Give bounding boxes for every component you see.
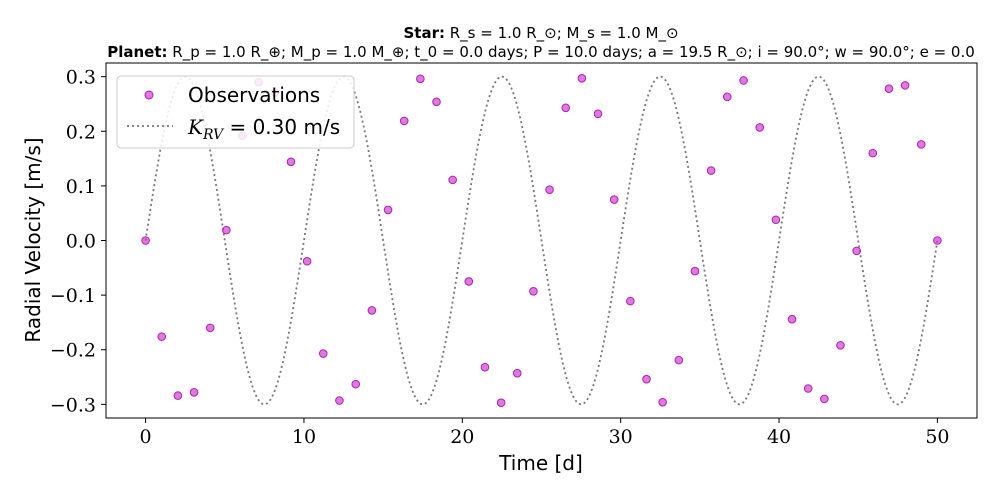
observation-point <box>496 398 506 408</box>
observation-point <box>383 205 393 215</box>
x-axis-ticks: 0 10 20 30 40 50 <box>140 418 950 448</box>
observation-point <box>173 391 183 400</box>
observation-point <box>399 116 409 126</box>
observation-point <box>900 81 910 90</box>
observation-point <box>448 175 457 185</box>
x-tick-label: 0 <box>140 426 152 448</box>
observation-point <box>916 140 926 149</box>
legend-observations-marker <box>144 90 154 100</box>
observation-point <box>416 74 425 84</box>
observation-point <box>771 215 781 225</box>
observation-point <box>141 236 150 245</box>
chart-title-planet: Planet: R_p = 1.0 R_⊕; M_p = 1.0 M_⊕; t_… <box>107 43 975 62</box>
observation-point <box>286 157 296 167</box>
legend: Observations KRV = 0.30 m/s <box>116 75 355 149</box>
x-tick-label: 20 <box>450 426 474 448</box>
x-tick-label: 30 <box>609 426 633 448</box>
y-tick-label: 0.2 <box>66 121 96 143</box>
x-axis-label: Time [d] <box>498 451 583 475</box>
observation-point <box>480 362 490 372</box>
observation-point <box>157 332 167 341</box>
observation-point <box>722 92 732 102</box>
observation-point <box>642 374 651 384</box>
observation-point <box>868 148 878 158</box>
observation-point <box>189 388 199 397</box>
y-axis-ticks: −0.3 −0.2 −0.1 0.0 0.1 0.2 0.3 <box>50 67 106 416</box>
y-tick-label: −0.3 <box>50 394 96 416</box>
y-tick-label: 0.1 <box>66 176 96 198</box>
y-tick-label: 0.3 <box>66 67 96 89</box>
x-tick-label: 10 <box>292 426 316 448</box>
observation-point <box>755 123 765 132</box>
y-tick-label: −0.1 <box>50 285 96 307</box>
observation-point <box>529 286 538 296</box>
observation-point <box>318 349 328 358</box>
observation-point <box>706 166 716 175</box>
observation-point <box>820 394 829 404</box>
observation-point <box>577 73 587 83</box>
observation-point <box>545 185 554 195</box>
legend-box <box>116 75 355 149</box>
observation-point <box>593 109 603 119</box>
observation-point <box>658 397 667 407</box>
observation-point <box>561 103 571 113</box>
observation-point <box>836 341 845 350</box>
observation-point <box>512 368 522 378</box>
legend-model-label: KRV = 0.30 m/s <box>187 115 340 143</box>
observation-point <box>933 236 942 245</box>
observation-point <box>205 323 215 333</box>
x-tick-label: 50 <box>925 426 949 448</box>
observation-point <box>803 384 813 393</box>
observation-point <box>302 256 312 266</box>
observation-point <box>609 195 619 204</box>
observation-point <box>787 314 797 324</box>
y-tick-label: −0.2 <box>50 340 96 362</box>
observation-point <box>367 306 377 315</box>
observation-point <box>222 225 231 235</box>
observation-point <box>351 379 361 389</box>
y-axis-label: Radial Velocity [m/s] <box>21 137 45 342</box>
observation-point <box>674 355 684 365</box>
x-tick-label: 40 <box>767 426 791 448</box>
observation-point <box>335 396 344 405</box>
observation-point <box>432 97 441 107</box>
observation-point <box>739 76 748 85</box>
observation-point <box>690 266 700 276</box>
model-curve-line <box>144 75 939 406</box>
observation-point <box>464 277 474 286</box>
chart-title-star: Star: R_s = 1.0 R_⊙; M_s = 1.0 M_⊙ <box>403 24 678 43</box>
observation-point <box>852 246 861 256</box>
observation-point <box>884 84 894 93</box>
legend-observations-label: Observations <box>188 83 320 107</box>
observation-point <box>626 296 635 306</box>
y-tick-label: 0.0 <box>66 231 96 253</box>
